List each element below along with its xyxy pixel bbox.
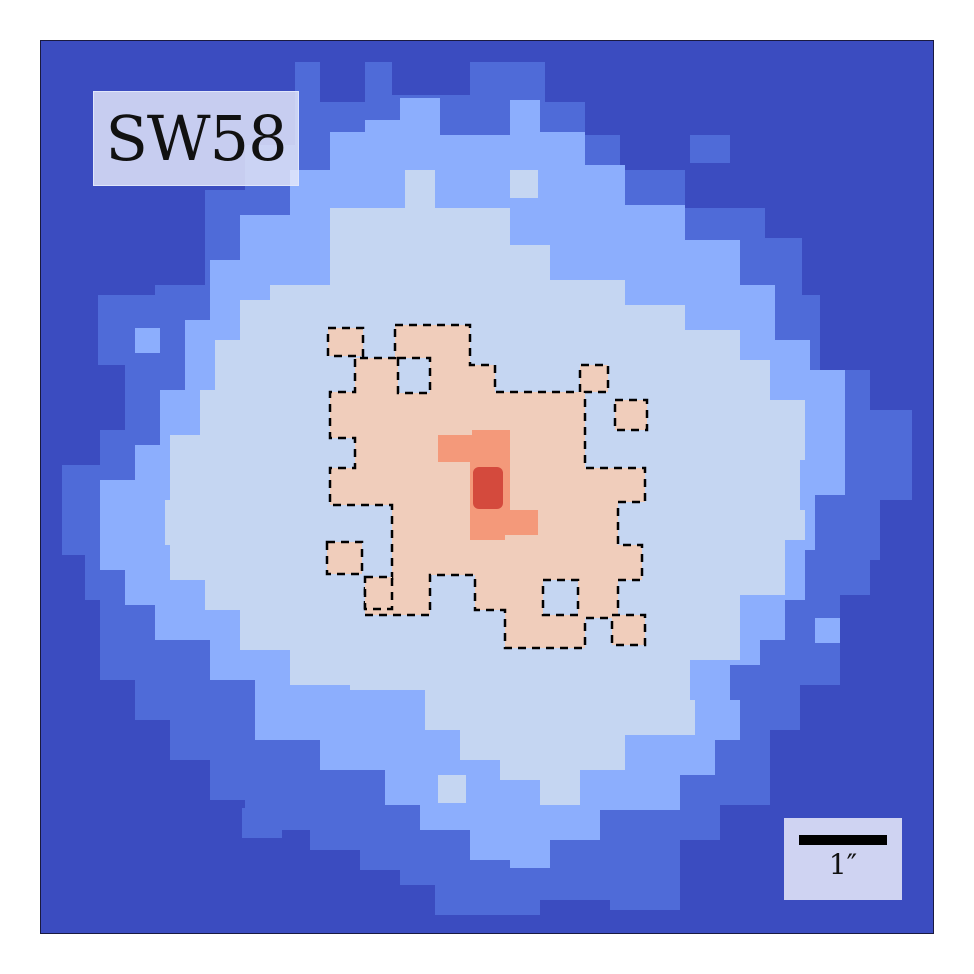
contour-hole: [541, 578, 580, 617]
contour-island: [325, 540, 364, 576]
scale-bar-label: 1″: [828, 848, 858, 881]
contour-island: [610, 613, 647, 647]
contour-island: [690, 135, 730, 163]
contour-island: [242, 808, 282, 838]
scale-bar: [799, 835, 887, 845]
scale-bar-box: 1″: [784, 818, 902, 900]
contour-map: [40, 40, 934, 934]
contour-island: [613, 398, 649, 432]
contour-peak: [473, 467, 503, 509]
contour-island: [815, 618, 840, 643]
object-name: SW58: [105, 102, 287, 175]
contour-island: [326, 326, 365, 358]
contour-island: [438, 775, 466, 803]
contour-island: [363, 575, 394, 611]
object-label-box: SW58: [93, 91, 299, 186]
contour-island: [510, 170, 538, 198]
contour-island: [135, 328, 160, 353]
map-frame: [40, 40, 934, 934]
contour-hole: [396, 356, 432, 395]
contour-island: [510, 840, 550, 868]
